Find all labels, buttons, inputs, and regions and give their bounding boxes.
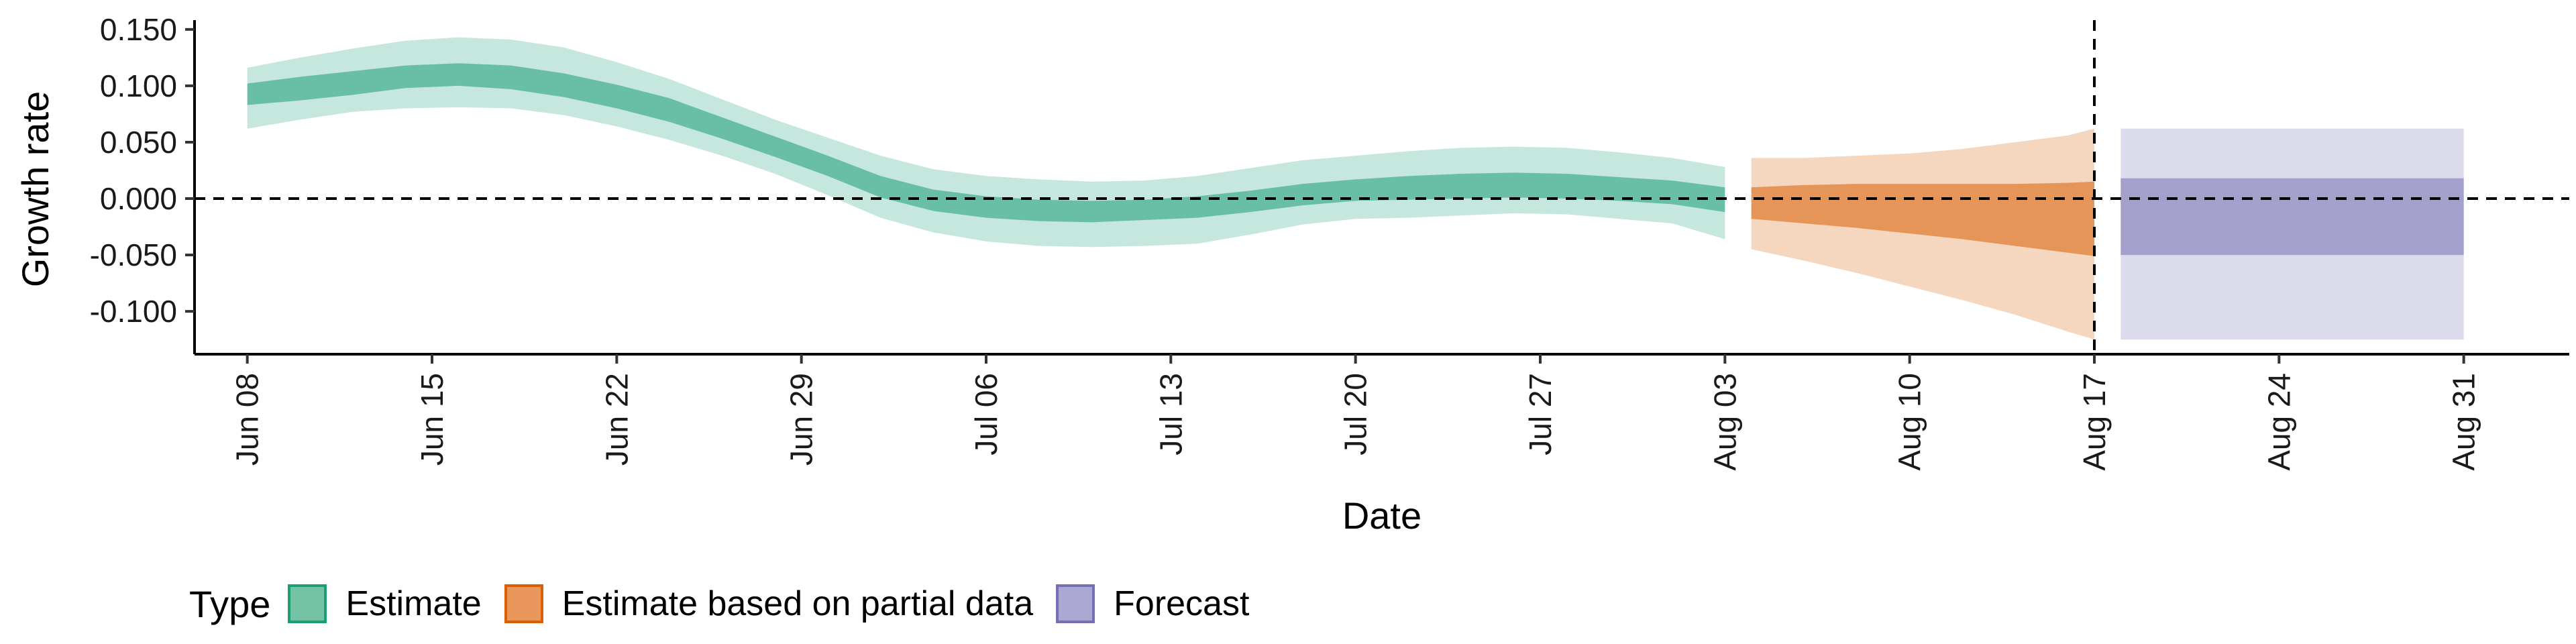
legend-item-forecast: Forecast xyxy=(1056,584,1249,624)
series-forecast xyxy=(2121,128,2464,340)
legend-label-partial: Estimate based on partial data xyxy=(561,584,1034,623)
x-tick-label: Jun 15 xyxy=(415,373,449,466)
legend-item-estimate: Estimate xyxy=(288,584,482,624)
legend-swatch-partial xyxy=(504,584,543,623)
axes: 0.150 0.100 0.050 0.000 -0.050 -0.100 Jun 08 Ju… xyxy=(90,12,2569,471)
x-tick-label: Jun 08 xyxy=(230,373,265,466)
x-tick-label: Aug 03 xyxy=(1707,373,1742,471)
y-tick-label: -0.050 xyxy=(90,237,177,272)
legend-label-forecast: Forecast xyxy=(1114,584,1250,623)
y-tick-label: 0.100 xyxy=(100,68,177,103)
y-tick-label: 0.000 xyxy=(100,181,177,216)
y-tick-label: 0.150 xyxy=(100,12,177,47)
forecast-band-50 xyxy=(2121,178,2464,256)
x-tick-label: Aug 24 xyxy=(2261,373,2296,471)
legend-swatch-forecast xyxy=(1056,584,1095,623)
x-tick-label: Jun 22 xyxy=(599,373,634,466)
x-tick-label: Jul 13 xyxy=(1153,373,1188,455)
legend: Type Estimate Estimate based on partial … xyxy=(189,572,1272,636)
x-tick-label: Jun 29 xyxy=(784,373,819,466)
legend-title: Type xyxy=(189,582,271,625)
estimate-band-50 xyxy=(247,63,1725,223)
y-tick-label: 0.050 xyxy=(100,125,177,160)
y-axis-title: Growth rate xyxy=(14,91,56,288)
x-tick-label: Aug 31 xyxy=(2447,373,2481,471)
series-estimate xyxy=(247,37,1725,248)
legend-swatch-estimate xyxy=(288,584,327,623)
reference-lines xyxy=(195,20,2569,354)
partial-band-50 xyxy=(1751,181,2094,256)
x-tick-label: Jul 27 xyxy=(1523,373,1558,455)
legend-label-estimate: Estimate xyxy=(345,584,482,623)
x-axis-title: Date xyxy=(1342,494,1421,537)
series-partial xyxy=(1751,128,2094,340)
series-bands xyxy=(247,37,2464,340)
legend-item-partial: Estimate based on partial data xyxy=(504,584,1033,624)
y-tick-label: -0.100 xyxy=(90,294,177,329)
x-tick-label: Jul 06 xyxy=(969,373,1004,455)
x-tick-label: Jul 20 xyxy=(1338,373,1373,455)
x-tick-label: Aug 17 xyxy=(2077,373,2112,471)
x-tick-label: Aug 10 xyxy=(1892,373,1927,471)
